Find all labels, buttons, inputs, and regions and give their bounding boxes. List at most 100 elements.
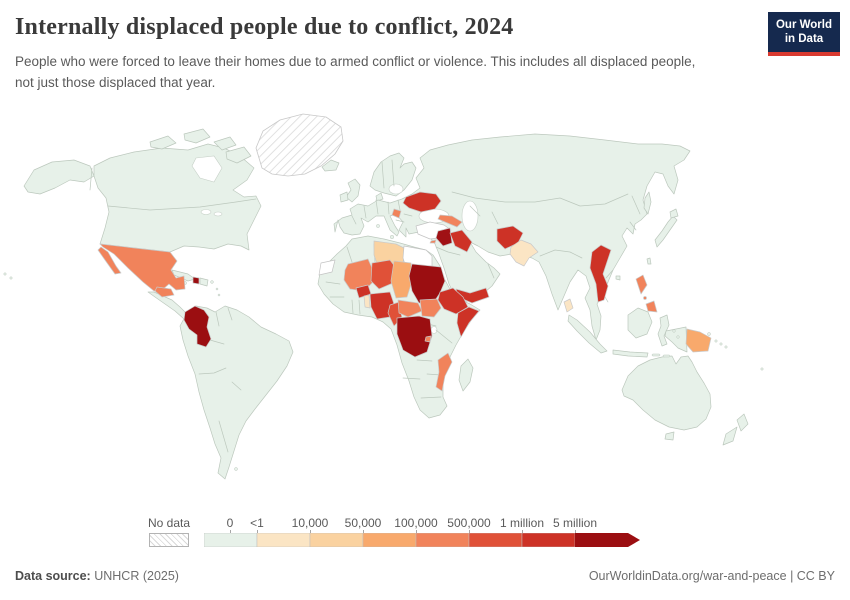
page-title: Internally displaced people due to confl… (15, 14, 514, 40)
legend-tick-label: 100,000 (394, 516, 438, 530)
arctic-island[interactable] (225, 146, 252, 164)
legend-segment-0[interactable] (204, 533, 258, 547)
choropleth-countries[interactable] (97, 191, 712, 392)
island-antilles[interactable] (217, 293, 221, 297)
island-falklands[interactable] (234, 467, 238, 471)
country-mexico-baja[interactable] (97, 246, 122, 275)
country-philippines-visayas[interactable] (643, 296, 647, 300)
island-solomons[interactable] (724, 345, 728, 349)
legend-color-bar[interactable] (204, 533, 644, 547)
country-western-sahara[interactable] (318, 259, 336, 276)
country-iceland[interactable] (321, 159, 340, 172)
island-solomons[interactable] (719, 342, 723, 346)
island-solomons[interactable] (714, 339, 718, 343)
owid-logo[interactable]: Our World in Data (768, 12, 840, 56)
country-myanmar[interactable] (589, 244, 612, 303)
country-syria[interactable] (435, 227, 453, 247)
country-cyprus[interactable] (429, 239, 437, 244)
island-moluccas[interactable] (672, 329, 676, 333)
legend-tick (363, 530, 364, 534)
country-benin[interactable] (363, 294, 371, 309)
country-ukraine[interactable] (402, 191, 442, 213)
island-borneo[interactable] (627, 307, 653, 339)
island-moluccas[interactable] (676, 335, 680, 339)
island-lesser-sunda[interactable] (651, 353, 661, 357)
country-mexico[interactable] (99, 243, 186, 292)
legend-segment-4[interactable] (415, 533, 470, 547)
landmass-south-america[interactable] (179, 305, 294, 480)
legend-segment-2[interactable] (309, 533, 364, 547)
legend-segment-7[interactable] (575, 533, 628, 547)
country-japan-hokkaido[interactable] (669, 208, 679, 219)
arctic-island[interactable] (149, 135, 177, 150)
country-uk[interactable] (345, 178, 361, 203)
country-madagascar[interactable] (458, 358, 474, 392)
country-iraq[interactable] (449, 229, 473, 253)
legend-segment-5[interactable] (468, 533, 523, 547)
country-new-zealand-south[interactable] (722, 426, 738, 446)
country-denmark[interactable] (375, 192, 384, 202)
country-philippines-mindanao[interactable] (645, 300, 658, 313)
legend-tick (416, 530, 417, 534)
owid-logo-line2: in Data (784, 33, 824, 46)
island-puerto-rico[interactable] (210, 280, 214, 284)
island-fiji[interactable] (760, 367, 764, 371)
island-sumatra[interactable] (567, 314, 608, 354)
legend-tick (230, 530, 231, 534)
island-lesser-sunda[interactable] (662, 354, 671, 358)
country-new-zealand-north[interactable] (736, 413, 749, 432)
country-drc[interactable] (396, 315, 433, 358)
country-caucasus-georgia-azerbaijan[interactable] (437, 214, 463, 228)
country-australia[interactable] (621, 355, 712, 431)
country-japan[interactable] (654, 215, 678, 248)
island-tasmania[interactable] (664, 431, 675, 441)
water-bodies (191, 155, 479, 334)
legend-no-data-swatch[interactable] (149, 533, 189, 547)
island-sardinia[interactable] (376, 224, 380, 228)
island-sicily[interactable] (389, 234, 395, 240)
legend-tick (310, 530, 311, 534)
country-somalia[interactable] (456, 306, 480, 338)
country-central-african-republic[interactable] (397, 299, 423, 318)
country-dominican-republic[interactable] (199, 277, 209, 287)
legend-segment-3[interactable] (362, 533, 417, 547)
country-burundi[interactable] (424, 335, 432, 343)
island-hainan[interactable] (615, 275, 621, 281)
island-west-new-guinea[interactable] (664, 326, 688, 353)
country-sri-lanka[interactable] (563, 298, 574, 313)
legend-tick-label: 500,000 (447, 516, 491, 530)
owid-logo-line1: Our World (775, 19, 832, 31)
arctic-island[interactable] (213, 136, 237, 151)
footer-attribution[interactable]: OurWorldinData.org/war-and-peace | CC BY (588, 569, 835, 583)
island-java[interactable] (612, 349, 649, 358)
country-ireland[interactable] (339, 191, 349, 203)
legend-segment-1[interactable] (256, 533, 311, 547)
island-antilles[interactable] (215, 287, 219, 291)
country-philippines-luzon[interactable] (635, 274, 648, 295)
arctic-island[interactable] (183, 128, 211, 144)
country-honduras[interactable] (154, 286, 175, 298)
island-hawaii[interactable] (9, 276, 13, 280)
footer-source-value[interactable]: UNHCR (2025) (94, 569, 179, 583)
country-chad[interactable] (390, 260, 413, 299)
legend-segment-6[interactable] (521, 533, 576, 547)
island-new-britain[interactable] (707, 332, 711, 336)
country-bosnia[interactable] (391, 208, 402, 219)
legend-tick-label: 1 million (499, 516, 545, 530)
island-hawaii[interactable] (3, 272, 7, 276)
island-sulawesi[interactable] (657, 314, 670, 347)
island-taiwan[interactable] (646, 257, 652, 265)
country-pakistan[interactable] (509, 239, 539, 267)
country-mozambique[interactable] (435, 352, 453, 392)
country-alaska-usa[interactable] (23, 159, 95, 195)
country-greenland-no-data[interactable] (255, 113, 344, 177)
legend-tick (522, 530, 523, 534)
country-south-sudan[interactable] (419, 298, 442, 318)
country-papua-new-guinea[interactable] (685, 328, 712, 353)
legend-no-data-label: No data (147, 516, 191, 530)
island-sakhalin[interactable] (643, 191, 652, 215)
country-colombia[interactable] (183, 305, 212, 348)
country-haiti[interactable] (192, 276, 200, 285)
